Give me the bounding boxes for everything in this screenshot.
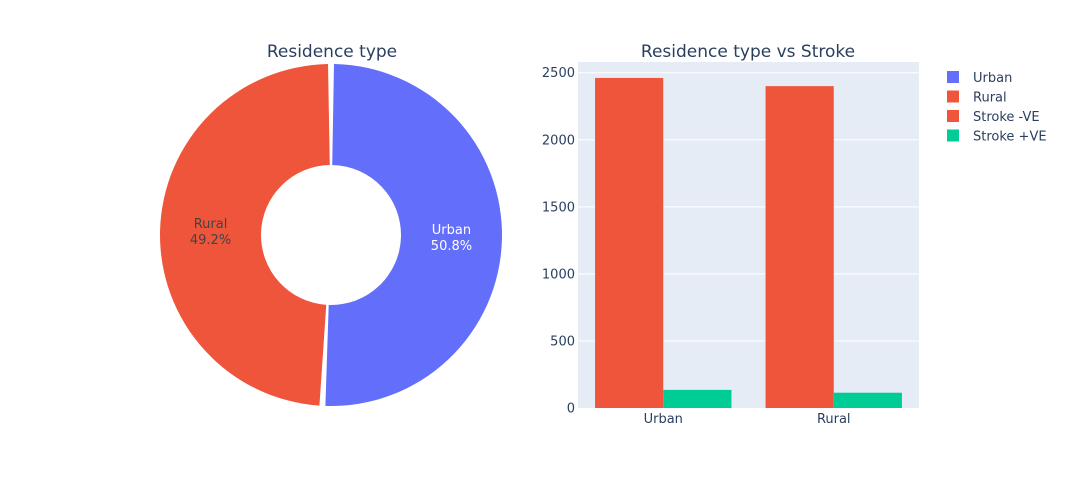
pie-slice-rural — [159, 64, 330, 406]
y-tick-label: 1000 — [542, 267, 575, 282]
legend-swatch — [947, 71, 959, 83]
legend-swatch — [947, 90, 959, 103]
pie-slice-urban — [325, 64, 503, 407]
y-tick-label: 500 — [550, 334, 575, 349]
x-tick-label: Urban — [644, 412, 683, 427]
bar-urban-stroke-negative — [595, 77, 664, 408]
legend-item[interactable]: Rural — [947, 90, 1007, 106]
pie-slice-percent: 49.2% — [190, 233, 231, 248]
legend: Urban Rural Stroke -VE Stroke +VE — [947, 71, 1047, 145]
y-axis-ticks: 0 500 1000 1500 2000 2500 — [542, 66, 575, 416]
pie-slice-percent: 50.8% — [431, 239, 472, 254]
legend-label: Stroke +VE — [973, 130, 1047, 145]
legend-item[interactable]: Stroke +VE — [947, 129, 1047, 145]
legend-label: Stroke -VE — [973, 110, 1040, 125]
legend-swatch — [947, 110, 959, 122]
pie-slice-label: Rural — [194, 217, 228, 232]
pie-slice-label: Urban — [432, 223, 471, 238]
bar-urban-stroke-positive — [663, 389, 732, 408]
bar-rural-stroke-positive — [833, 392, 902, 408]
legend-label: Urban — [973, 71, 1012, 86]
y-tick-label: 1500 — [542, 200, 575, 215]
y-tick-label: 0 — [567, 402, 575, 417]
legend-label: Rural — [973, 91, 1007, 106]
bar-chart-title: Residence type vs Stroke — [641, 42, 855, 62]
legend-swatch — [947, 129, 959, 142]
bar-rural-stroke-negative — [765, 86, 834, 409]
pie-title: Residence type — [267, 42, 397, 62]
x-tick-label: Rural — [817, 412, 851, 427]
x-axis-ticks: Urban Rural — [644, 412, 851, 427]
legend-item[interactable]: Stroke -VE — [947, 110, 1040, 125]
legend-item[interactable]: Urban — [947, 71, 1012, 86]
bars — [595, 77, 902, 409]
y-tick-label: 2000 — [542, 133, 575, 148]
y-tick-label: 2500 — [542, 66, 575, 81]
